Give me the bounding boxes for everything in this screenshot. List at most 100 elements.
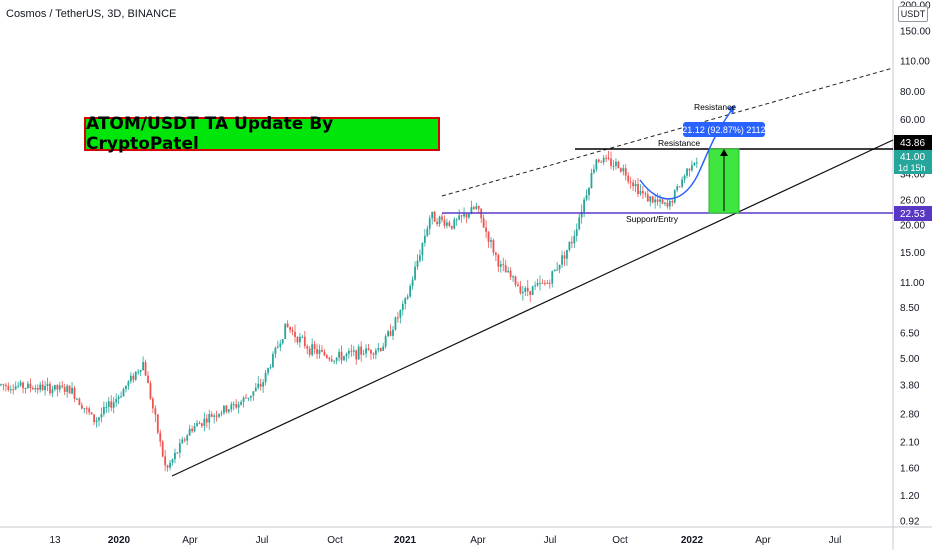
candle-body	[230, 404, 233, 410]
candle-body	[664, 202, 666, 204]
candle-body	[392, 329, 394, 336]
candle-body	[551, 271, 554, 284]
price-tick-label: 8.50	[900, 303, 920, 314]
candle-body	[240, 401, 242, 405]
candle-body	[544, 282, 546, 284]
candle-body	[693, 162, 696, 166]
candle-body	[279, 343, 282, 347]
candle-body	[374, 350, 377, 355]
candle-body	[629, 181, 632, 183]
candle-body	[73, 387, 76, 399]
candle-body	[688, 168, 691, 171]
candle-body	[436, 221, 438, 225]
price-axis[interactable]: 200.00150.00110.0080.0060.0041.0034.0026…	[900, 1, 931, 528]
time-axis[interactable]: 13 2020 Apr Jul Oct 2021 Apr Jul Oct 2022 Apr Jul	[49, 535, 841, 546]
candle-body	[306, 346, 309, 349]
currency-badge[interactable]: USDT	[898, 6, 928, 22]
candle-body	[333, 360, 336, 362]
candle-body	[284, 323, 287, 340]
candle-body	[196, 423, 198, 427]
candle-body	[272, 354, 274, 368]
candle-body	[617, 161, 620, 169]
candle-body	[291, 330, 294, 332]
candle-body	[178, 443, 181, 453]
candle-body	[492, 240, 495, 253]
candle-body	[460, 215, 463, 217]
candle-body	[103, 407, 105, 415]
candle-body	[338, 351, 340, 358]
candle-body	[453, 219, 456, 229]
candle-body	[695, 162, 698, 164]
candle-body	[36, 387, 39, 390]
price-tick-label: 0.92	[900, 517, 920, 528]
candle-body	[134, 371, 137, 380]
candle-body	[387, 331, 389, 337]
candles-layer	[0, 150, 698, 472]
candle-body	[681, 179, 683, 187]
candle-body	[639, 190, 642, 194]
candle-body	[22, 382, 24, 389]
candle-body	[321, 349, 323, 352]
candle-body	[343, 356, 345, 361]
candle-body	[397, 317, 399, 319]
candle-body	[651, 196, 654, 203]
time-tick-label: Apr	[470, 535, 486, 546]
candle-body	[644, 193, 647, 195]
price-tick-label: 6.50	[900, 329, 920, 340]
candle-body	[203, 418, 206, 426]
candle-body	[54, 384, 56, 390]
candle-body	[529, 291, 532, 295]
candle-body	[95, 420, 98, 423]
candle-body	[14, 386, 17, 390]
candle-body	[421, 243, 424, 256]
candle-body	[597, 159, 600, 162]
candle-body	[656, 199, 659, 202]
support-price-tag-bg	[894, 206, 932, 221]
candle-body	[632, 182, 634, 187]
candle-body	[213, 415, 216, 417]
candle-body	[468, 214, 470, 218]
candle-body	[497, 254, 500, 267]
price-tick-label: 60.00	[900, 115, 925, 126]
candle-body	[147, 375, 149, 384]
candle-body	[539, 282, 541, 284]
candle-body	[330, 359, 333, 362]
candle-body	[521, 291, 524, 294]
candle-body	[350, 350, 353, 352]
candle-body	[686, 168, 688, 176]
candle-body	[536, 283, 539, 286]
candle-body	[41, 384, 44, 391]
candle-body	[455, 219, 458, 221]
candle-body	[137, 371, 140, 373]
candle-body	[205, 418, 208, 423]
candle-body	[149, 383, 152, 399]
candle-body	[66, 385, 69, 392]
candle-body	[24, 387, 27, 389]
candle-body	[144, 362, 147, 376]
candle-body	[303, 336, 306, 347]
candle-body	[183, 439, 186, 441]
candle-body	[546, 283, 549, 285]
candle-body	[325, 355, 328, 358]
candle-body	[27, 383, 29, 388]
candle-body	[384, 336, 387, 347]
symbol-info[interactable]: Cosmos / TetherUS, 3D, BINANCE	[6, 8, 177, 20]
candle-body	[485, 227, 487, 232]
candle-body	[220, 412, 223, 414]
time-tick-label: Apr	[182, 535, 198, 546]
candle-body	[401, 303, 404, 311]
candle-body	[676, 186, 679, 191]
current-price-tag-bg	[894, 150, 932, 174]
candle-body	[443, 219, 446, 226]
candle-body	[593, 169, 595, 173]
price-tick-label: 5.00	[900, 354, 920, 365]
candle-body	[352, 350, 355, 352]
candle-body	[423, 235, 426, 244]
candle-body	[482, 218, 485, 228]
candle-body	[223, 405, 225, 413]
candle-body	[487, 231, 490, 242]
price-tick-label: 15.00	[900, 248, 925, 259]
candle-body	[477, 206, 480, 209]
candle-body	[526, 287, 529, 292]
